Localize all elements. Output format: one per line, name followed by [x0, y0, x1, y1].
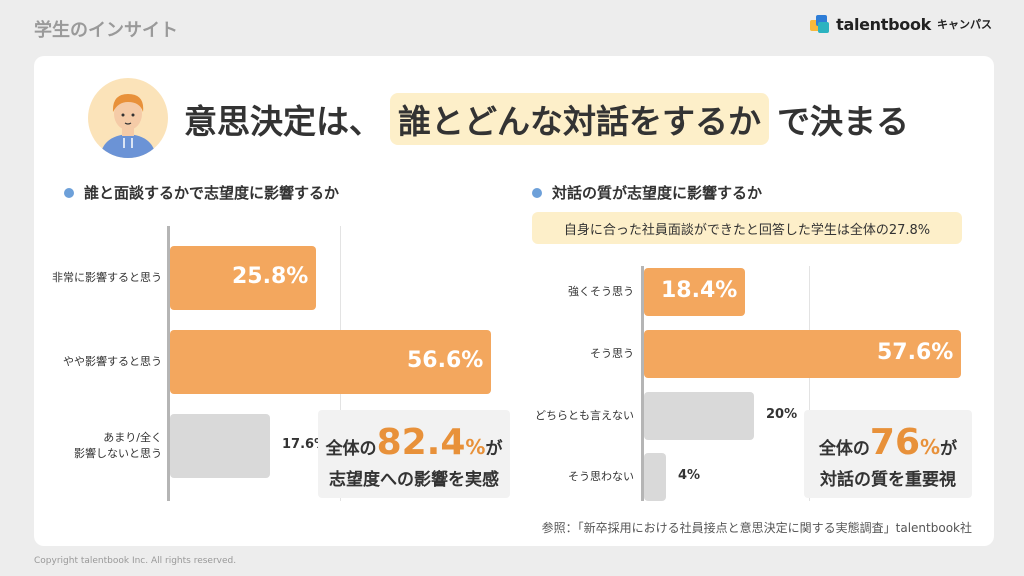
- callout-prefix: 全体の: [818, 439, 870, 459]
- bar-0: [170, 246, 316, 310]
- source-citation: 参照：「新卒採用における社員接点と意思決定に関する実態調査」talentbook…: [541, 521, 972, 535]
- bar-0: [644, 268, 745, 316]
- bar-3: [644, 453, 666, 501]
- callout-number: 82.4: [376, 422, 466, 463]
- right-chart-title-text: 対話の質が志望度に影響するか: [552, 184, 763, 202]
- value-label: 18.4%: [661, 278, 738, 303]
- left-callout: 全体の82.4%が 志望度への影響を実感: [318, 410, 510, 498]
- bar-1: [644, 330, 961, 378]
- callout-line2: 対話の質を重要視: [820, 470, 956, 490]
- category-label: やや影響すると思う: [63, 355, 162, 368]
- content-card: 意思決定は、 誰とどんな対話をするか で決まる 誰と面談するかで志望度に影響する…: [34, 56, 994, 546]
- left-chart-title: 誰と面談するかで志望度に影響するか: [64, 182, 339, 203]
- value-label: 4%: [678, 468, 701, 483]
- bar-2: [644, 392, 754, 440]
- category-label: どちらとも言えない: [535, 409, 634, 422]
- talentbook-logo-icon: [810, 14, 830, 34]
- category-label: 非常に影響すると思う: [52, 271, 162, 284]
- left-bar-chart: 非常に影響すると思う 25.8% やや影響すると思う 56.6% あまり/全く 影響しない…: [34, 56, 514, 546]
- callout-suffix: が: [485, 439, 503, 459]
- y-axis-line: [641, 266, 644, 501]
- value-label: 17.6%: [282, 437, 328, 452]
- value-label: 57.6%: [877, 340, 954, 365]
- right-bar-chart: 強くそう思う 18.4% そう思う 57.6% どちらとも言えない 20% そう思わない 4%: [34, 56, 994, 546]
- section-label: 学生のインサイト: [34, 20, 178, 41]
- y-axis-line: [167, 226, 170, 501]
- right-chart-title: 対話の質が志望度に影響するか: [532, 182, 762, 203]
- callout-unit: %: [465, 435, 486, 459]
- category-label: そう思う: [590, 347, 634, 360]
- copyright: Copyright talentbook Inc. All rights res…: [34, 556, 237, 566]
- grid-line: [809, 266, 810, 501]
- callout-number: 76: [869, 422, 921, 463]
- bar-2: [170, 414, 270, 478]
- callout-unit: %: [920, 435, 941, 459]
- value-label: 25.8%: [232, 264, 309, 289]
- bullet-dot-icon: [64, 187, 74, 198]
- value-label: 20%: [766, 407, 798, 422]
- left-chart-title-text: 誰と面談するかで志望度に影響するか: [84, 184, 340, 202]
- headline-pre: 意思決定は、: [184, 102, 382, 141]
- callout-prefix: 全体の: [325, 439, 377, 459]
- callout-line2: 志望度への影響を実感: [329, 470, 499, 490]
- headline-highlight: 誰とどんな対話をするか: [390, 93, 769, 145]
- brand-sub: キャンパス: [937, 18, 992, 31]
- value-label: 56.6%: [407, 348, 484, 373]
- category-label: そう思わない: [568, 470, 634, 483]
- bar-1: [170, 330, 491, 394]
- brand-name: talentbook: [836, 14, 931, 34]
- student-illustration-icon: [100, 94, 156, 158]
- headline: 意思決定は、 誰とどんな対話をするか で決まる: [184, 93, 909, 145]
- category-label: 強くそう思う: [568, 285, 634, 298]
- bullet-dot-icon: [532, 187, 542, 198]
- headline-post: で決まる: [777, 102, 909, 141]
- survey-note: 自身に合った社員面談ができたと回答した学生は全体の27.8%: [532, 212, 962, 244]
- brand: talentbook キャンパス: [810, 14, 992, 34]
- category-label: あまり/全く 影響しないと思う: [74, 431, 162, 460]
- callout-suffix: が: [940, 439, 958, 459]
- right-callout: 全体の76%が 対話の質を重要視: [804, 410, 972, 498]
- student-avatar: [88, 78, 168, 158]
